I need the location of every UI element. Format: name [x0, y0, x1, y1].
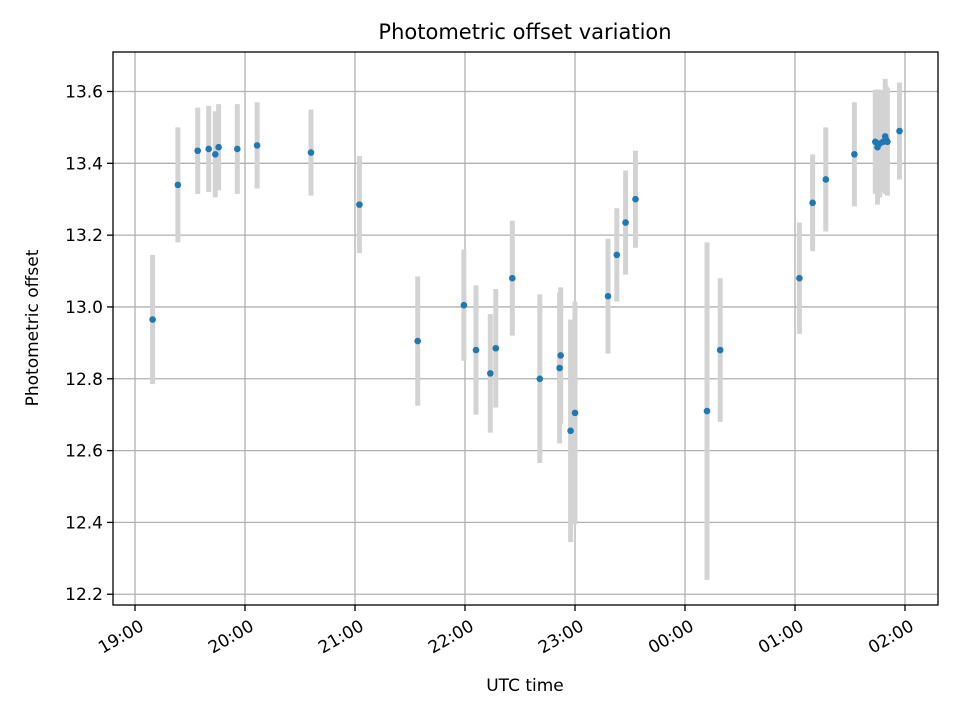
data-point	[557, 352, 564, 359]
data-point	[414, 337, 422, 345]
data-point	[194, 147, 201, 155]
data-point	[884, 138, 891, 146]
data-point	[234, 145, 241, 153]
data-point	[632, 195, 639, 203]
plot-frame	[112, 51, 939, 606]
y-axis-ticks: 12.2 12.4 12.6 12.8 13.0 13.2 13.4 13.6	[65, 83, 113, 605]
data-point	[536, 375, 544, 383]
data-points	[149, 127, 903, 435]
data-point	[253, 142, 261, 149]
y-axis-label: Photometric offset	[23, 249, 43, 406]
data-point	[613, 251, 621, 259]
data-point	[487, 370, 494, 377]
data-point	[492, 344, 500, 352]
y-tick-label: 13.2	[65, 226, 103, 246]
data-point	[896, 127, 903, 135]
data-point	[174, 181, 182, 189]
data-point	[622, 219, 629, 226]
data-point	[571, 409, 579, 417]
y-tick-label: 13.4	[65, 154, 103, 174]
data-point	[716, 346, 724, 354]
x-axis-label: UTC time	[486, 676, 564, 696]
y-tick-label: 12.8	[65, 370, 103, 390]
data-point	[149, 316, 156, 323]
data-point	[460, 301, 468, 309]
y-tick-label: 13.6	[65, 83, 103, 103]
data-point	[703, 407, 711, 415]
data-point	[212, 151, 219, 158]
y-tick-label: 12.6	[65, 442, 103, 462]
data-point	[851, 151, 858, 158]
data-point	[822, 176, 830, 183]
data-point	[307, 149, 315, 156]
data-point	[472, 346, 480, 354]
data-point	[556, 364, 563, 372]
data-point	[567, 427, 574, 435]
data-point	[356, 201, 363, 208]
data-point	[796, 274, 803, 282]
y-tick-label: 12.4	[65, 513, 103, 533]
y-tick-label: 12.2	[65, 585, 103, 605]
chart-title: Photometric offset variation	[378, 20, 671, 44]
data-point	[809, 199, 816, 207]
data-point	[604, 292, 612, 300]
data-point	[215, 143, 222, 151]
y-tick-label: 13.0	[65, 298, 103, 318]
data-point	[205, 145, 212, 153]
data-point	[509, 274, 516, 282]
